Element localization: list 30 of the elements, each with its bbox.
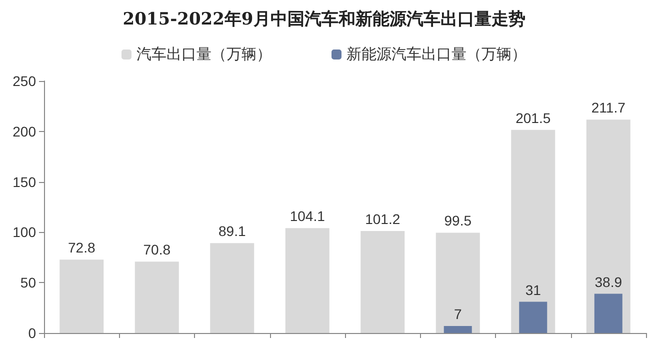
data-label: 38.9 xyxy=(594,274,622,290)
bar xyxy=(594,294,622,333)
data-label: 201.5 xyxy=(516,110,551,126)
bar xyxy=(285,228,330,333)
bar xyxy=(60,260,104,333)
legend-label: 汽车出口量（万辆） xyxy=(136,46,272,63)
bar xyxy=(360,230,405,333)
bar xyxy=(519,302,548,333)
data-label: 211.7 xyxy=(591,100,626,116)
chart-title: 2015-2022年9月中国汽车和新能源汽车出口量走势 xyxy=(122,10,526,30)
y-tick-label: 100 xyxy=(12,224,36,240)
data-label: 104.1 xyxy=(290,208,326,224)
data-label: 72.8 xyxy=(68,240,96,256)
y-tick-label: 50 xyxy=(20,274,36,291)
data-label: 101.2 xyxy=(365,210,400,227)
y-tick-label: 0 xyxy=(28,325,36,341)
y-tick-label: 250 xyxy=(12,73,36,89)
y-tick-label: 150 xyxy=(12,174,36,190)
bar xyxy=(210,243,254,333)
bar xyxy=(134,262,179,333)
bar xyxy=(511,130,556,333)
data-label: 89.1 xyxy=(218,223,246,240)
data-label: 7 xyxy=(454,306,462,322)
data-label: 99.5 xyxy=(444,212,472,229)
legend-label: 新能源汽车出口量（万辆） xyxy=(346,46,526,63)
bar xyxy=(436,232,480,333)
y-tick-label: 200 xyxy=(12,123,36,140)
bar xyxy=(444,326,472,333)
data-label: 31 xyxy=(525,282,542,298)
data-label: 70.8 xyxy=(143,242,171,258)
